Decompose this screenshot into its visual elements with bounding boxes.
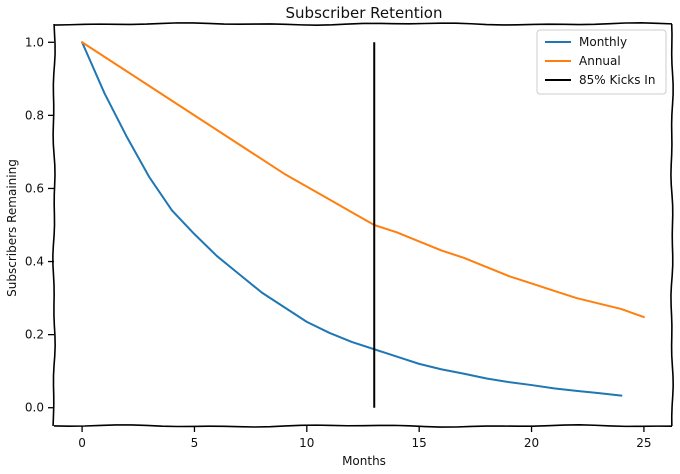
axis-top [53, 22, 673, 26]
axis-right [670, 23, 674, 427]
x-tick-label: 15 [412, 436, 427, 450]
y-tick-label: 1.0 [25, 35, 44, 49]
x-tick-label: 0 [78, 436, 86, 450]
y-tick-label: 0.6 [25, 181, 44, 195]
ticks: 0 5 10 15 20 25 0.0 0.2 0.4 0.6 0.8 1.0 [25, 35, 652, 450]
legend-label: Monthly [579, 35, 627, 49]
y-tick-label: 0.4 [25, 255, 44, 269]
x-tick-label: 20 [524, 436, 539, 450]
y-tick-label: 0.0 [25, 401, 44, 415]
legend-box [536, 29, 667, 95]
series-layer [81, 41, 645, 408]
series-line-annual [81, 41, 645, 319]
legend-label: Annual [579, 54, 621, 68]
y-tick-label: 0.8 [25, 108, 44, 122]
axis-bottom [53, 424, 673, 428]
axes-frame [52, 22, 674, 428]
x-tick-label: 10 [299, 436, 314, 450]
chart-title: Subscriber Retention [286, 4, 443, 22]
y-tick-label: 0.2 [25, 328, 44, 342]
axis-left [52, 23, 56, 427]
y-axis-label: Subscribers Remaining [5, 159, 19, 297]
legend: Monthly Annual 85% Kicks In [536, 29, 667, 95]
x-tick-label: 25 [636, 436, 651, 450]
x-tick-label: 5 [191, 436, 199, 450]
series-line-monthly [81, 41, 623, 397]
legend-label: 85% Kicks In [579, 73, 655, 87]
x-axis-label: Months [342, 454, 386, 468]
